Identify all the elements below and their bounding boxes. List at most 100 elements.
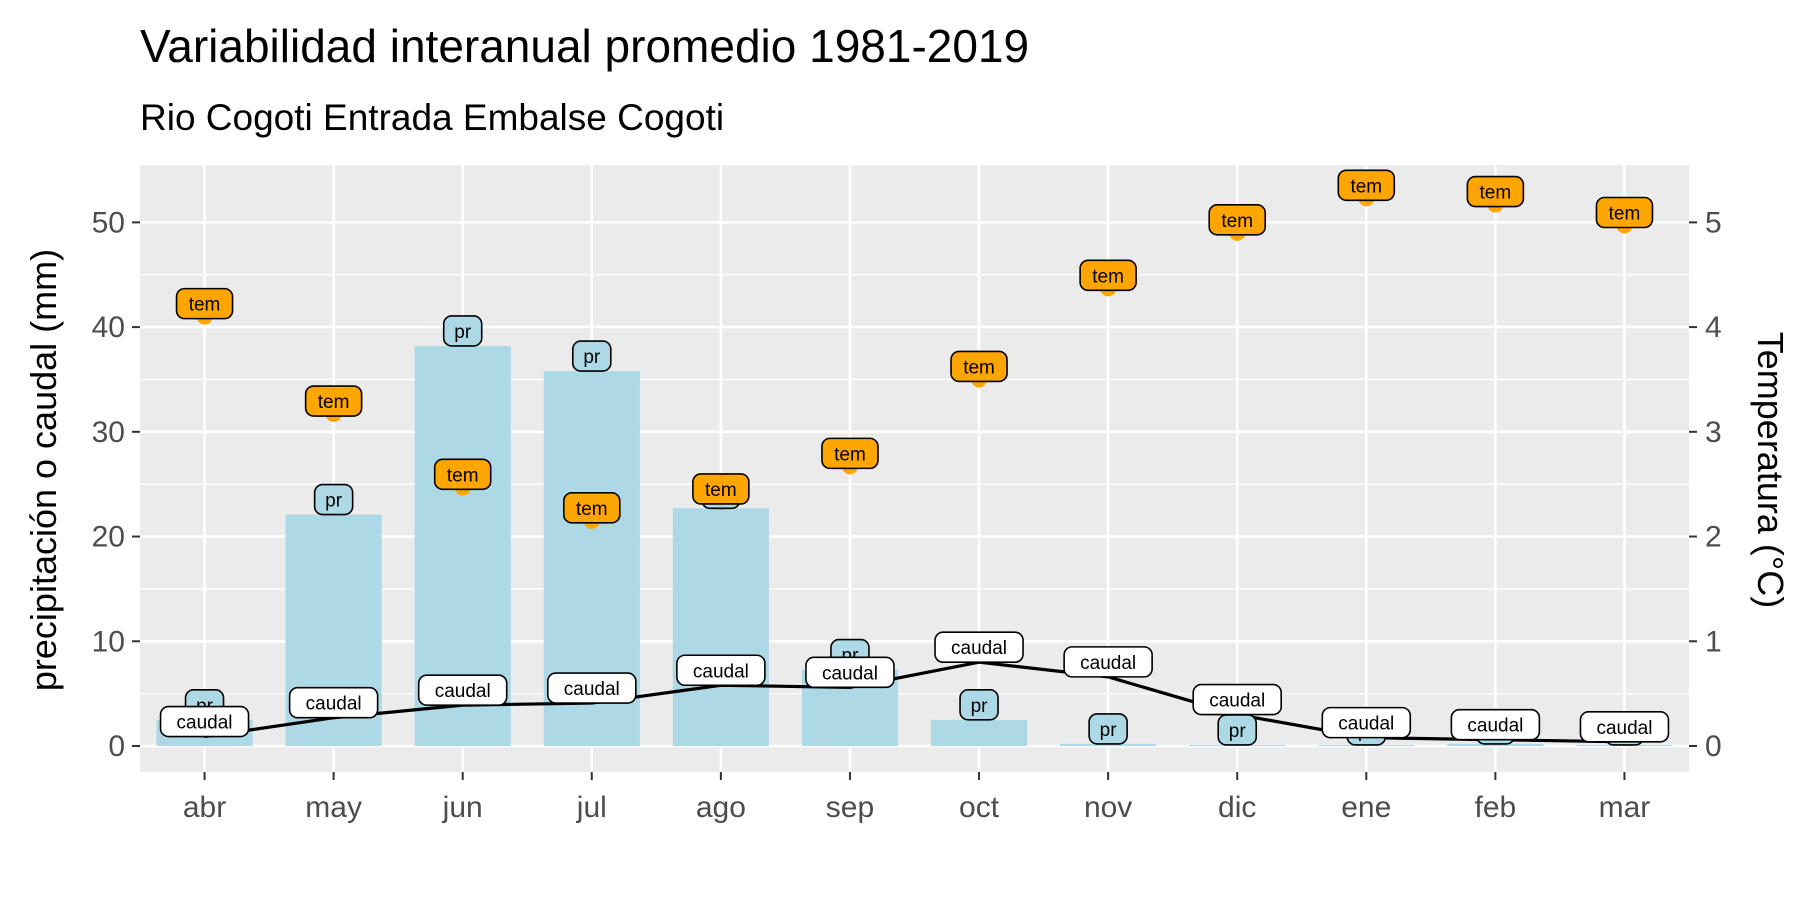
data-label-text: tem [189,295,221,316]
data-label-box [175,287,234,320]
data-label-caudal: caudal [805,656,895,689]
data-label-tem: tem [304,385,363,417]
data-label-text: caudal [1080,653,1136,674]
data-label-box [1321,706,1412,739]
data-label-tem: tem [692,473,750,505]
y2-tick-label: 3 [1705,416,1722,449]
data-label-layer: prprprprprprprprprprprprtemtemtemtemtemt… [159,169,1670,746]
data-label-tem: tem [175,287,234,320]
data-label-box [676,654,766,687]
data-label-pr: pr [959,689,999,721]
data-label-caudal: caudal [1579,711,1670,743]
data-label-box [692,473,750,505]
data-label-box [442,315,483,347]
data-label-box [546,672,637,704]
data-label-text: caudal [564,679,620,700]
data-label-tem: tem [1466,175,1525,208]
data-label-text: caudal [1596,718,1652,739]
x-tick-label: ago [696,791,746,824]
data-label-caudal: caudal [1450,708,1541,741]
data-label-tem: tem [821,437,879,470]
data-label-box [288,686,379,719]
y2-tick-label: 1 [1705,625,1722,658]
x-tick-label: ene [1341,791,1391,824]
axis-layer: 0 10 20 30 40 50 0 1 2 3 4 5 abr may jun jul ago sep oct no… [92,206,1722,824]
data-label-tem: tem [1337,169,1396,202]
data-label-tem: tem [1208,204,1267,236]
data-label-box [417,674,508,706]
data-label-box [1450,708,1541,741]
y2-axis-title: Temperatura (°C) [1750,332,1791,608]
y-tick-label: 20 [92,521,125,554]
data-label-box [433,458,492,491]
data-label-text: tem [834,444,866,465]
data-label-box [959,689,999,721]
y2-tick-label: 0 [1705,730,1722,763]
data-label-box [159,705,250,738]
data-label-caudal: caudal [934,631,1024,664]
data-label-box [562,492,621,524]
data-label-text: tem [1221,211,1253,232]
data-label-box [1063,646,1153,678]
x-tick-label: dic [1218,791,1256,824]
data-label-text: pr [1100,720,1118,741]
data-label-tem: tem [950,350,1008,383]
y-tick-label: 0 [108,730,125,763]
data-label-text: pr [583,347,601,368]
x-tick-label: feb [1475,791,1517,824]
data-label-caudal: caudal [1192,683,1283,716]
data-label-text: tem [1092,266,1124,287]
y-tick-label: 30 [92,416,125,449]
data-label-box [1192,683,1283,716]
data-label-tem: tem [433,458,492,491]
data-label-text: tem [447,465,479,486]
x-tick-label: jun [442,791,483,824]
x-tick-label: mar [1599,791,1651,824]
data-label-box [821,437,879,470]
data-label-text: tem [705,480,737,501]
data-label-box [1579,711,1670,743]
data-label-box [1088,713,1128,745]
y2-tick-label: 5 [1705,206,1722,239]
data-label-text: tem [1350,176,1382,197]
y-tick-label: 10 [92,625,125,658]
data-label-box [1466,175,1525,208]
data-label-caudal: caudal [1063,646,1153,678]
data-label-text: caudal [306,694,362,715]
data-label-box [571,340,612,372]
data-label-text: tem [576,499,608,520]
x-tick-label: abr [183,791,226,824]
data-label-text: tem [1609,204,1641,225]
data-label-caudal: caudal [288,686,379,719]
chart-title: Variabilidad interanual promedio 1981-20… [140,20,1029,72]
y2-tick-label: 2 [1705,521,1722,554]
data-label-text: caudal [822,663,878,684]
data-label-box [1337,169,1396,202]
data-label-box [805,656,895,689]
data-label-box [934,631,1024,664]
data-label-text: tem [1480,183,1512,204]
data-label-caudal: caudal [676,654,766,687]
data-label-text: caudal [435,681,491,702]
data-label-box [1595,196,1654,229]
data-label-caudal: caudal [159,705,250,738]
data-label-text: pr [454,322,472,343]
bar-pr [672,508,769,746]
x-tick-label: jul [576,791,607,824]
data-label-text: pr [971,696,989,717]
data-label-text: tem [318,392,350,413]
data-label-caudal: caudal [546,672,637,704]
x-tick-label: nov [1084,791,1132,824]
data-label-caudal: caudal [417,674,508,706]
chart-subtitle: Rio Cogoti Entrada Embalse Cogoti [140,97,724,138]
data-label-text: caudal [1338,714,1394,735]
bar-pr [1060,743,1157,746]
data-label-box [313,483,354,516]
data-label-box [1079,259,1137,292]
data-label-pr: pr [571,340,612,372]
data-label-pr: pr [313,483,354,516]
x-tick-label: sep [826,791,874,824]
data-label-text: caudal [1467,716,1523,737]
y-tick-label: 40 [92,311,125,344]
